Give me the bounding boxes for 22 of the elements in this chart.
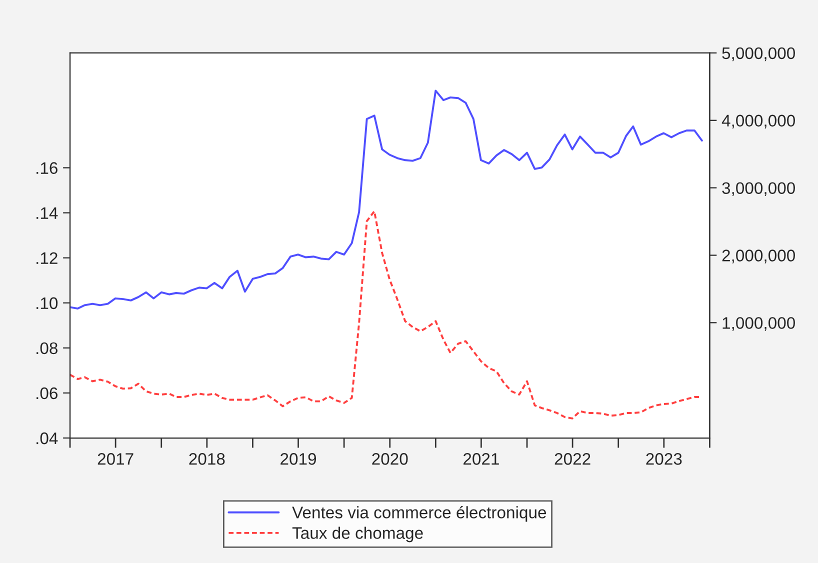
y-tick-label: .06 [36,387,58,400]
legend-label: Taux de chomage [292,526,423,542]
y2-tick-label: 3,000,000 [722,182,795,196]
y2-tick-label: 1,000,000 [722,317,795,331]
y-tick-label: .10 [36,297,58,310]
y-tick-label: .04 [36,432,58,444]
y-tick-label: .08 [36,342,58,354]
y2-tick-label: 4,000,000 [722,114,795,129]
legend-label: Ventes via commerce électronique [292,506,546,522]
y2-tick-label: 5,000,000 [722,47,795,62]
x-tick-label: 2019 [280,453,316,465]
x-tick-label: 2020 [372,453,408,465]
y-tick-label: .14 [36,207,58,219]
x-tick-label: 2022 [554,453,590,465]
x-tick-label: 2017 [98,453,134,465]
y-tick-label: .12 [36,252,58,264]
line-series [70,90,703,310]
y2-tick-label: 2,000,000 [722,250,795,264]
x-tick-label: 2021 [464,453,499,465]
x-tick-label: 2018 [189,453,225,465]
y-tick-label: .16 [36,162,58,174]
x-tick-label: 2023 [646,453,682,465]
